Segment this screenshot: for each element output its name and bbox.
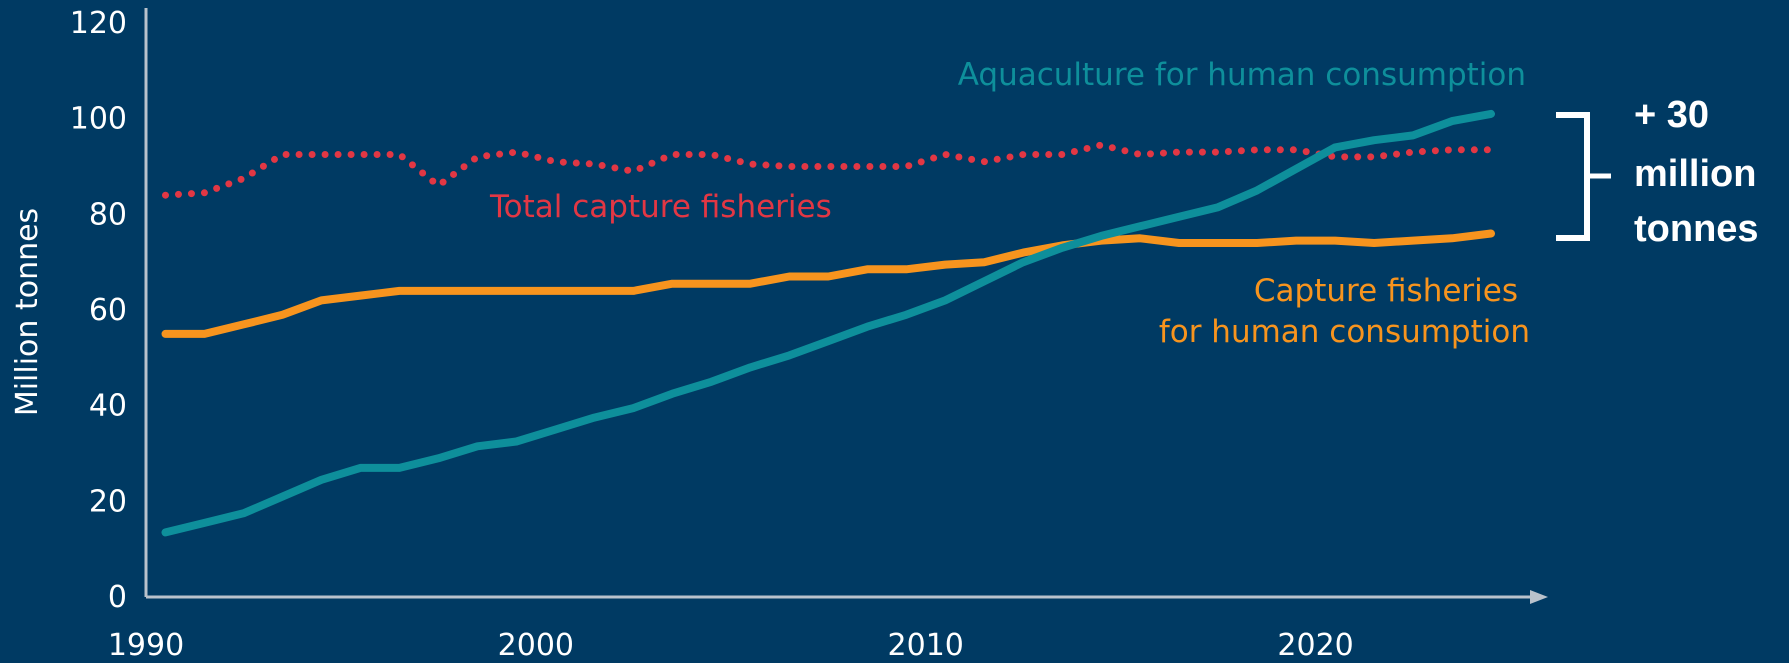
- y-tick-label: 20: [89, 484, 127, 519]
- y-tick-label: 0: [108, 580, 127, 615]
- series-label-capture-human-line2: for human consumption: [1159, 314, 1530, 350]
- axes: [144, 8, 1548, 604]
- series-total-capture-line: [162, 141, 1495, 199]
- x-axis-arrow-icon: [1530, 590, 1548, 604]
- y-tick-label: 40: [89, 389, 127, 424]
- series-capture-human-line: [161, 229, 1495, 338]
- series-label-total-capture: Total capture fisheries: [489, 189, 832, 225]
- y-tick-label: 80: [89, 197, 127, 232]
- y-tick-label: 100: [70, 102, 127, 137]
- x-tick-label: 2020: [1277, 628, 1353, 663]
- difference-bracket: [1556, 112, 1611, 241]
- annotation-line1: + 30: [1634, 94, 1709, 136]
- series-label-aquaculture: Aquaculture for human consumption: [958, 57, 1526, 93]
- x-tick-label: 2010: [888, 628, 964, 663]
- annotation-line2: million: [1634, 153, 1756, 195]
- x-tick-label: 1990: [108, 628, 184, 663]
- y-tick-label: 120: [70, 6, 127, 41]
- y-axis-title: Million tonnes: [10, 208, 45, 416]
- series-layer: [161, 109, 1495, 537]
- x-tick-label: 2000: [498, 628, 574, 663]
- series-label-capture-human-line1: Capture fisheries: [1254, 273, 1518, 309]
- y-tick-label: 60: [89, 293, 127, 328]
- y-tick-labels: 0 20 40 60 80 100 120: [70, 6, 127, 615]
- series-aquaculture-line: [161, 109, 1495, 537]
- x-tick-labels: 1990 2000 2010 2020: [108, 628, 1354, 663]
- annotation-line3: tonnes: [1634, 208, 1759, 250]
